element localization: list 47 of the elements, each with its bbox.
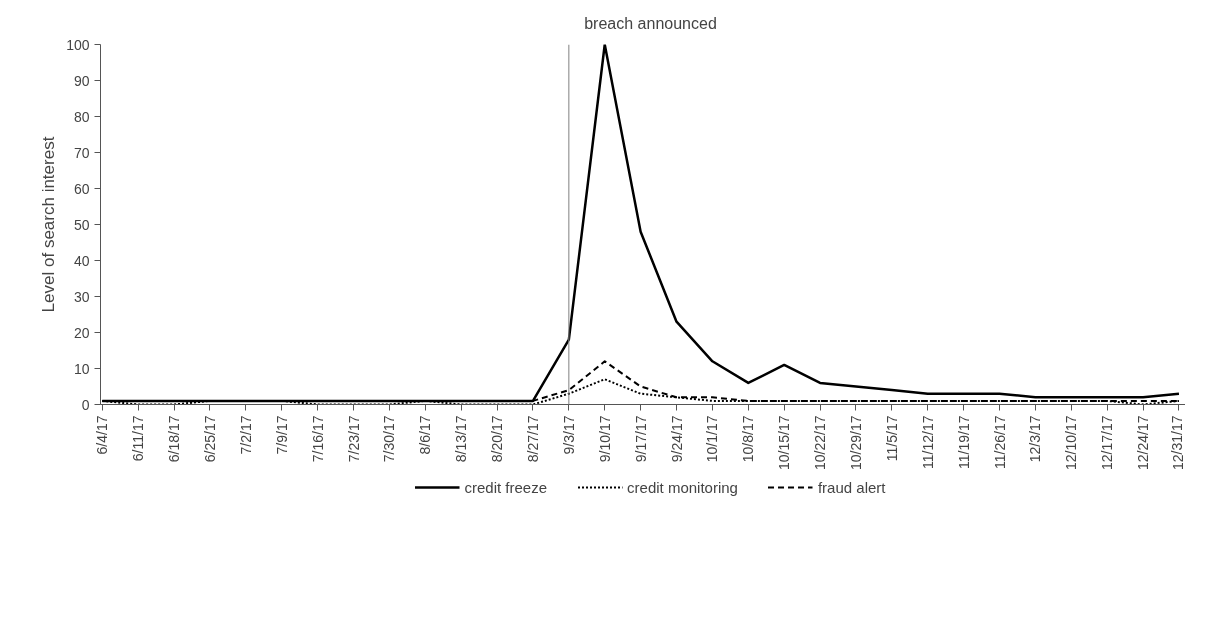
y-axis-title: Level of search interest xyxy=(39,136,59,313)
x-tick-label: 7/23/17 xyxy=(345,415,362,463)
ref-line-label: breach announced xyxy=(584,15,717,32)
x-tick-label: 8/20/17 xyxy=(489,415,506,463)
y-tick-label: 80 xyxy=(73,108,90,125)
y-tick-label: 90 xyxy=(73,72,90,89)
x-tick-label: 11/19/17 xyxy=(955,415,972,469)
x-tick-label: 12/24/17 xyxy=(1135,415,1152,470)
x-tick-label: 9/3/17 xyxy=(560,415,577,455)
x-tick-label: 10/22/17 xyxy=(812,415,829,470)
y-tick-label: 50 xyxy=(73,216,90,233)
x-tick-label: 6/18/17 xyxy=(166,415,183,463)
x-tick-label: 9/17/17 xyxy=(632,415,649,463)
x-tick-label: 11/26/17 xyxy=(991,415,1008,469)
x-tick-label: 12/3/17 xyxy=(1027,415,1044,463)
y-tick-label: 60 xyxy=(73,180,90,197)
x-tick-label: 10/1/17 xyxy=(704,415,721,463)
x-tick-label: 11/5/17 xyxy=(883,415,900,462)
x-tick-label: 8/27/17 xyxy=(524,415,541,463)
x-tick-label: 12/17/17 xyxy=(1099,415,1116,470)
x-tick-label: 7/9/17 xyxy=(273,415,290,455)
legend-label: credit freeze xyxy=(464,478,548,496)
y-tick-label: 40 xyxy=(73,252,90,269)
x-tick-label: 12/31/17 xyxy=(1169,415,1186,470)
x-tick-label: 11/12/17 xyxy=(919,415,936,469)
x-tick-label: 9/24/17 xyxy=(668,415,685,463)
x-tick-label: 6/11/17 xyxy=(130,415,147,462)
x-tick-label: 6/25/17 xyxy=(201,415,218,463)
legend-label: fraud alert xyxy=(817,478,886,496)
y-tick-label: 20 xyxy=(73,324,90,341)
y-tick-label: 10 xyxy=(73,360,90,377)
y-tick-label: 30 xyxy=(73,288,90,305)
x-tick-label: 7/30/17 xyxy=(381,415,398,463)
x-tick-label: 10/15/17 xyxy=(776,415,793,470)
x-tick-label: 7/2/17 xyxy=(237,415,254,455)
x-tick-label: 10/29/17 xyxy=(847,415,864,470)
x-tick-label: 9/10/17 xyxy=(596,415,613,463)
y-tick-label: 0 xyxy=(81,396,90,413)
x-tick-label: 12/10/17 xyxy=(1063,415,1080,470)
legend-label: credit monitoring xyxy=(627,478,738,496)
x-tick-label: 10/8/17 xyxy=(740,415,757,463)
y-tick-label: 100 xyxy=(66,36,90,53)
x-tick-label: 7/16/17 xyxy=(309,415,326,463)
x-tick-label: 6/4/17 xyxy=(94,415,111,455)
x-tick-label: 8/6/17 xyxy=(417,415,434,455)
y-tick-label: 70 xyxy=(73,144,90,161)
x-tick-label: 8/13/17 xyxy=(453,415,470,463)
